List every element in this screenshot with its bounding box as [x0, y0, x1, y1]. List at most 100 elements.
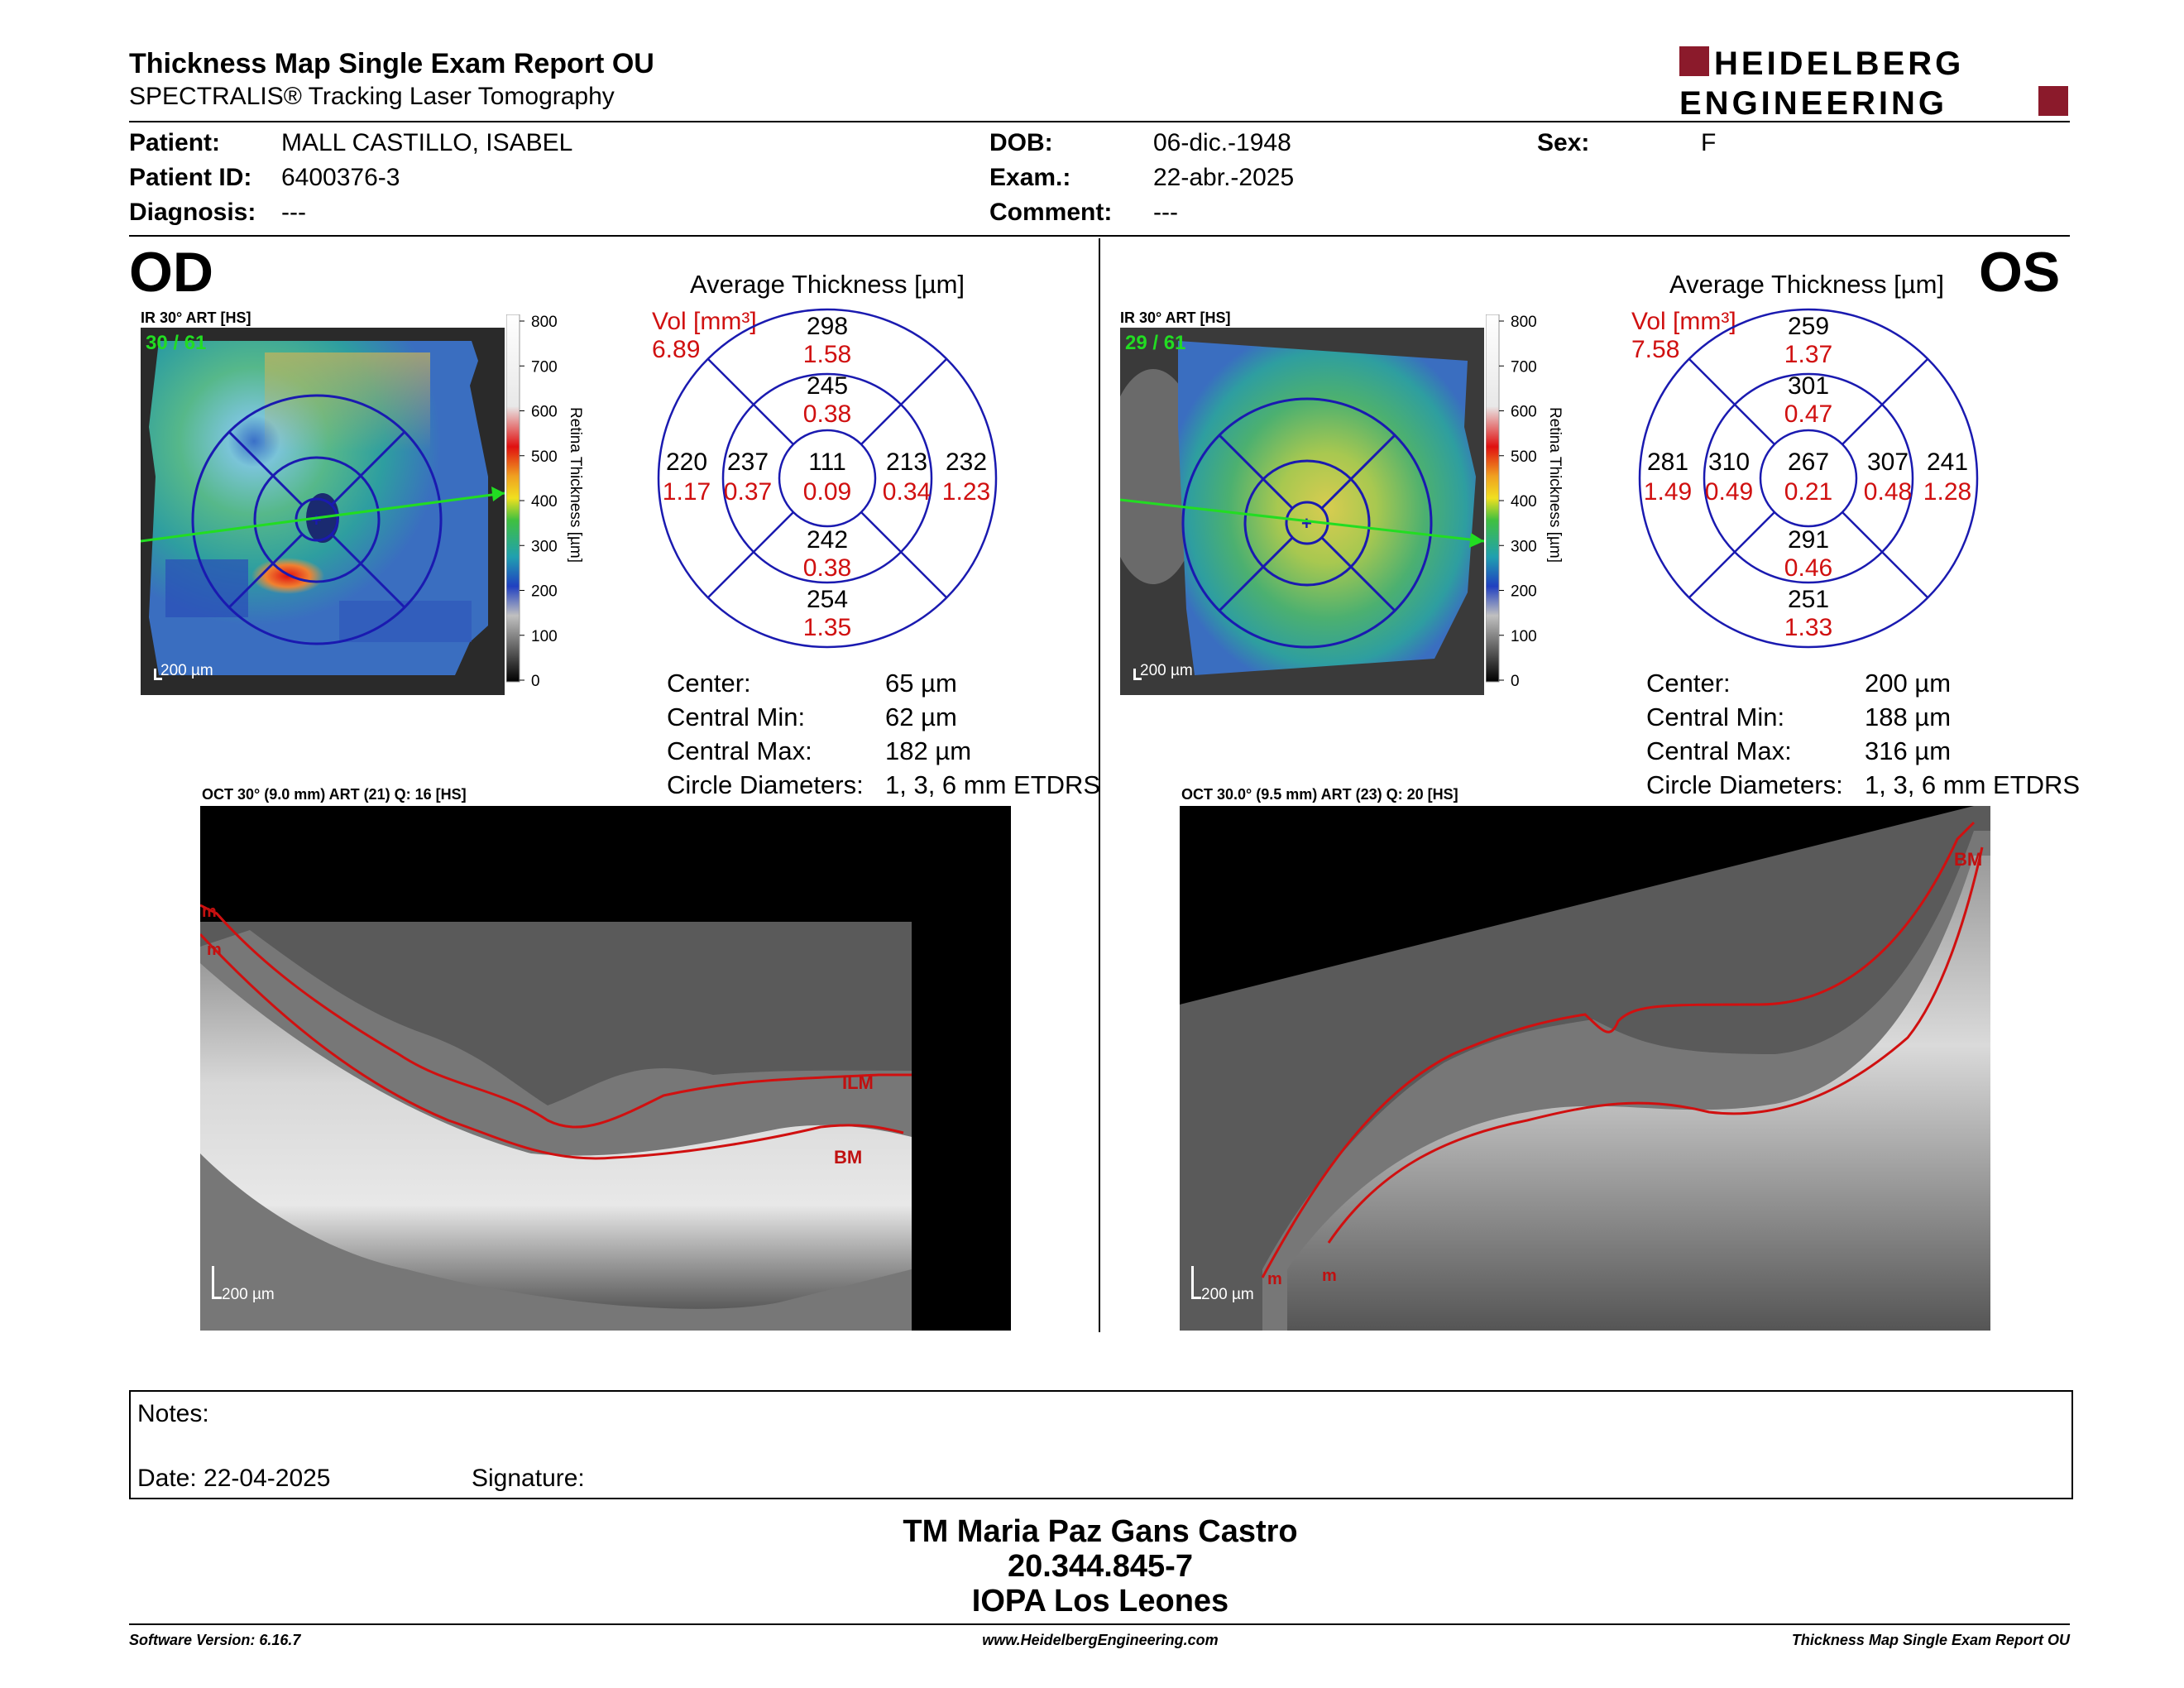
od-avg-title: Average Thickness [µm]: [689, 270, 965, 299]
os-inner-temp-vol: 0.48: [1864, 478, 1912, 506]
comment-label: Comment:: [989, 199, 1113, 226]
od-diam-value: 1, 3, 6 mm ETDRS: [885, 770, 1101, 799]
sex-label: Sex:: [1537, 129, 1590, 156]
od-inner-sup: 245: [807, 372, 848, 400]
od-max-value: 182 µm: [885, 736, 972, 765]
signer-name: TM Maria Paz Gans Castro: [903, 1514, 1298, 1549]
od-colorbar: 800 700 600 500 400 300 200 100 0 Retina Thickne…: [505, 314, 606, 695]
od-layer-bm: BM: [834, 1147, 862, 1168]
od-center: 111: [808, 448, 846, 476]
colorbar-tick-label: 0: [531, 673, 540, 690]
heidelberg-logo: HEIDELBERG ENGINEERING: [1679, 43, 2068, 122]
notes-label: Notes:: [137, 1400, 209, 1427]
od-outer-sup-vol: 1.58: [803, 341, 851, 368]
od-inner-sup-vol: 0.38: [803, 400, 851, 428]
patient-label: Patient:: [129, 129, 221, 156]
colorbar-tick-label: 500: [531, 448, 558, 466]
report-title: Thickness Map Single Exam Report OU: [129, 48, 654, 79]
exam-value: 22-abr.-2025: [1153, 164, 1295, 191]
exam-label: Exam.:: [989, 164, 1071, 191]
svg-text:+: +: [1301, 513, 1312, 534]
notes-date: Date: 22-04-2025: [137, 1465, 331, 1492]
os-outer-nasal: 281: [1647, 448, 1688, 476]
os-outer-nasal-vol: 1.49: [1644, 478, 1692, 506]
signer-id: 20.344.845-7: [1008, 1549, 1193, 1584]
notes-signature: Signature:: [472, 1465, 585, 1492]
od-eye-label: OD: [129, 241, 213, 304]
sex-value: F: [1701, 129, 1717, 156]
os-outer-sup: 259: [1788, 313, 1829, 340]
os-inner-inf-vol: 0.46: [1784, 554, 1832, 582]
os-vol-total: 7.58: [1631, 336, 1680, 363]
colorbar-tick-label: 800: [531, 314, 558, 331]
footer-report: Thickness Map Single Exam Report OU: [1791, 1632, 2070, 1648]
od-inner-temp-vol: 0.34: [883, 478, 931, 506]
od-map-scale: 200 µm: [160, 662, 213, 679]
od-oct-caption: OCT 30° (9.0 mm) ART (21) Q: 16 [HS]: [202, 786, 467, 803]
svg-text:+: +: [311, 510, 322, 530]
footer-website[interactable]: www.HeidelbergEngineering.com: [982, 1632, 1219, 1648]
od-layer-ilm: ILM: [842, 1072, 874, 1093]
od-inner-nasal: 237: [727, 448, 769, 476]
od-min-label: Central Min:: [667, 703, 806, 731]
od-vol-total: 6.89: [652, 336, 701, 363]
colorbar-tick-label: 700: [531, 358, 558, 376]
colorbar-tick-label: 100: [531, 628, 558, 645]
od-outer-temp: 232: [946, 448, 987, 476]
od-outer-inf: 254: [807, 586, 848, 613]
os-outer-temp: 241: [1927, 448, 1968, 476]
os-colorbar-title: Retina Thickness [µm]: [1546, 407, 1564, 563]
od-center-value: 65 µm: [885, 669, 957, 698]
os-marker-b: m: [1322, 1267, 1337, 1285]
od-oct-bscan: ILM BM m m 200 µm: [199, 806, 1011, 1331]
os-marker-a: m: [1267, 1270, 1282, 1288]
colorbar-tick-label: 500: [1511, 448, 1537, 466]
comment-value: ---: [1153, 199, 1178, 226]
od-inner-inf: 242: [807, 526, 848, 554]
od-max-label: Central Max:: [667, 736, 812, 765]
logo-line2: ENGINEERING: [1679, 85, 1947, 119]
os-ir-caption: IR 30° ART [HS]: [1120, 309, 1231, 326]
footer-software: Software Version: 6.16.7: [129, 1632, 301, 1648]
report-subtitle: SPECTRALIS® Tracking Laser Tomography: [129, 83, 615, 110]
od-vol-label: Vol [mm³]: [652, 308, 757, 335]
os-max-value: 316 µm: [1865, 736, 1952, 765]
os-vol-label: Vol [mm³]: [1631, 308, 1736, 335]
os-map-scale: 200 µm: [1140, 662, 1193, 679]
os-min-label: Central Min:: [1646, 703, 1785, 731]
colorbar-tick-label: 300: [531, 538, 558, 555]
od-outer-nasal-vol: 1.17: [663, 478, 711, 506]
os-avg-title: Average Thickness [µm]: [1669, 270, 1945, 299]
diagnosis-label: Diagnosis:: [129, 199, 256, 226]
logo-line1: HEIDELBERG: [1714, 46, 1964, 82]
colorbar-tick-label: 300: [1511, 538, 1537, 555]
colorbar-tick-label: 400: [531, 493, 558, 511]
diagnosis-value: ---: [281, 199, 306, 226]
os-inner-sup-vol: 0.47: [1784, 400, 1832, 428]
patient-id-label: Patient ID:: [129, 164, 252, 191]
os-inner-nasal: 310: [1708, 448, 1750, 476]
patient-id: 6400376-3: [281, 164, 400, 191]
od-ir-caption: IR 30° ART [HS]: [141, 309, 251, 326]
od-marker-top: m: [202, 903, 217, 921]
od-outer-temp-vol: 1.23: [942, 478, 990, 506]
od-diam-label: Circle Diameters:: [667, 770, 864, 799]
od-outer-nasal: 220: [666, 448, 707, 476]
od-inner-inf-vol: 0.38: [803, 554, 851, 582]
dob-label: DOB:: [989, 129, 1053, 156]
os-oct-scale: 200 µm: [1201, 1286, 1254, 1303]
od-marker-bottom: m: [207, 941, 222, 959]
od-inner-nasal-vol: 0.37: [724, 478, 772, 506]
os-outer-inf-vol: 1.33: [1784, 614, 1832, 641]
od-center-label: Center:: [667, 669, 751, 698]
os-center-label: Center:: [1646, 669, 1731, 698]
os-outer-sup-vol: 1.37: [1784, 341, 1832, 368]
os-outer-inf: 251: [1788, 586, 1829, 613]
os-inner-inf: 291: [1788, 526, 1829, 554]
os-diam-label: Circle Diameters:: [1646, 770, 1843, 799]
os-inner-temp: 307: [1867, 448, 1909, 476]
os-center-vol: 0.21: [1784, 478, 1832, 506]
colorbar-tick-label: 0: [1511, 673, 1520, 690]
os-inner-sup: 301: [1788, 372, 1829, 400]
od-outer-sup: 298: [807, 313, 848, 340]
